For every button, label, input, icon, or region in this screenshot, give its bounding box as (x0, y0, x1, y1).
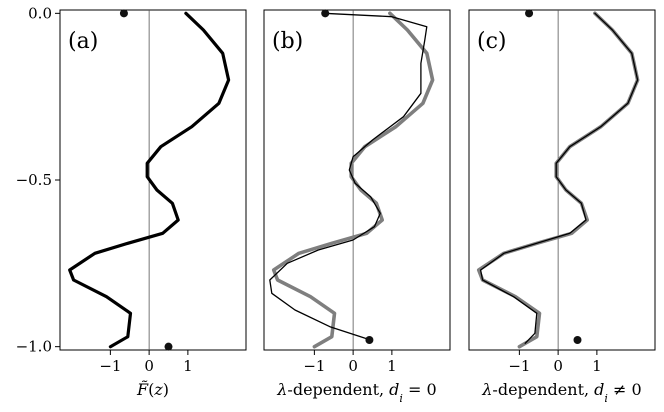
panel-a: −1 0 1 0.0 −0.5 −1.0 (a) F̃(z) (16, 4, 247, 399)
boundary-marker (573, 336, 582, 344)
series-line-2 (269, 12, 428, 341)
series-line-1 (271, 11, 435, 349)
panel-label: (b) (272, 29, 303, 54)
x-tick-label: 1 (183, 357, 193, 375)
x-tick-label: 0 (348, 357, 358, 375)
x-tick-label: −1 (303, 357, 325, 375)
panel-label: (c) (477, 29, 507, 54)
x-tick-label: 0 (553, 357, 563, 375)
panel-b: −1 0 1 (b) λ-dependent, di = 0 (263, 9, 451, 405)
axes-frame (59, 9, 247, 351)
x-tick-label: −1 (508, 357, 530, 375)
boundary-marker (321, 9, 330, 18)
series-line-2 (479, 12, 639, 344)
x-tick-label: −1 (99, 357, 121, 375)
axes-frame (263, 9, 451, 351)
panel-label: (a) (68, 29, 98, 54)
panel-c: −1 0 1 (c) λ-dependent, di ≠ 0 (468, 9, 656, 405)
y-tick-label: −1.0 (16, 338, 52, 356)
series-line-1 (68, 11, 231, 349)
y-tick-label: 0.0 (28, 4, 52, 22)
x-tick-label: 1 (387, 357, 397, 375)
y-tick-label: −0.5 (16, 171, 52, 189)
boundary-marker (119, 9, 128, 18)
axes-frame (468, 9, 656, 351)
x-tick-label: 0 (144, 357, 154, 375)
x-axis-label: λ-dependent, di = 0 (276, 380, 436, 405)
x-axis-label: λ-dependent, di ≠ 0 (481, 380, 641, 405)
boundary-marker (164, 342, 173, 351)
boundary-marker (525, 9, 534, 18)
x-tick-label: 1 (592, 357, 602, 375)
boundary-marker (365, 336, 374, 344)
x-axis-label: F̃(z) (136, 380, 169, 399)
